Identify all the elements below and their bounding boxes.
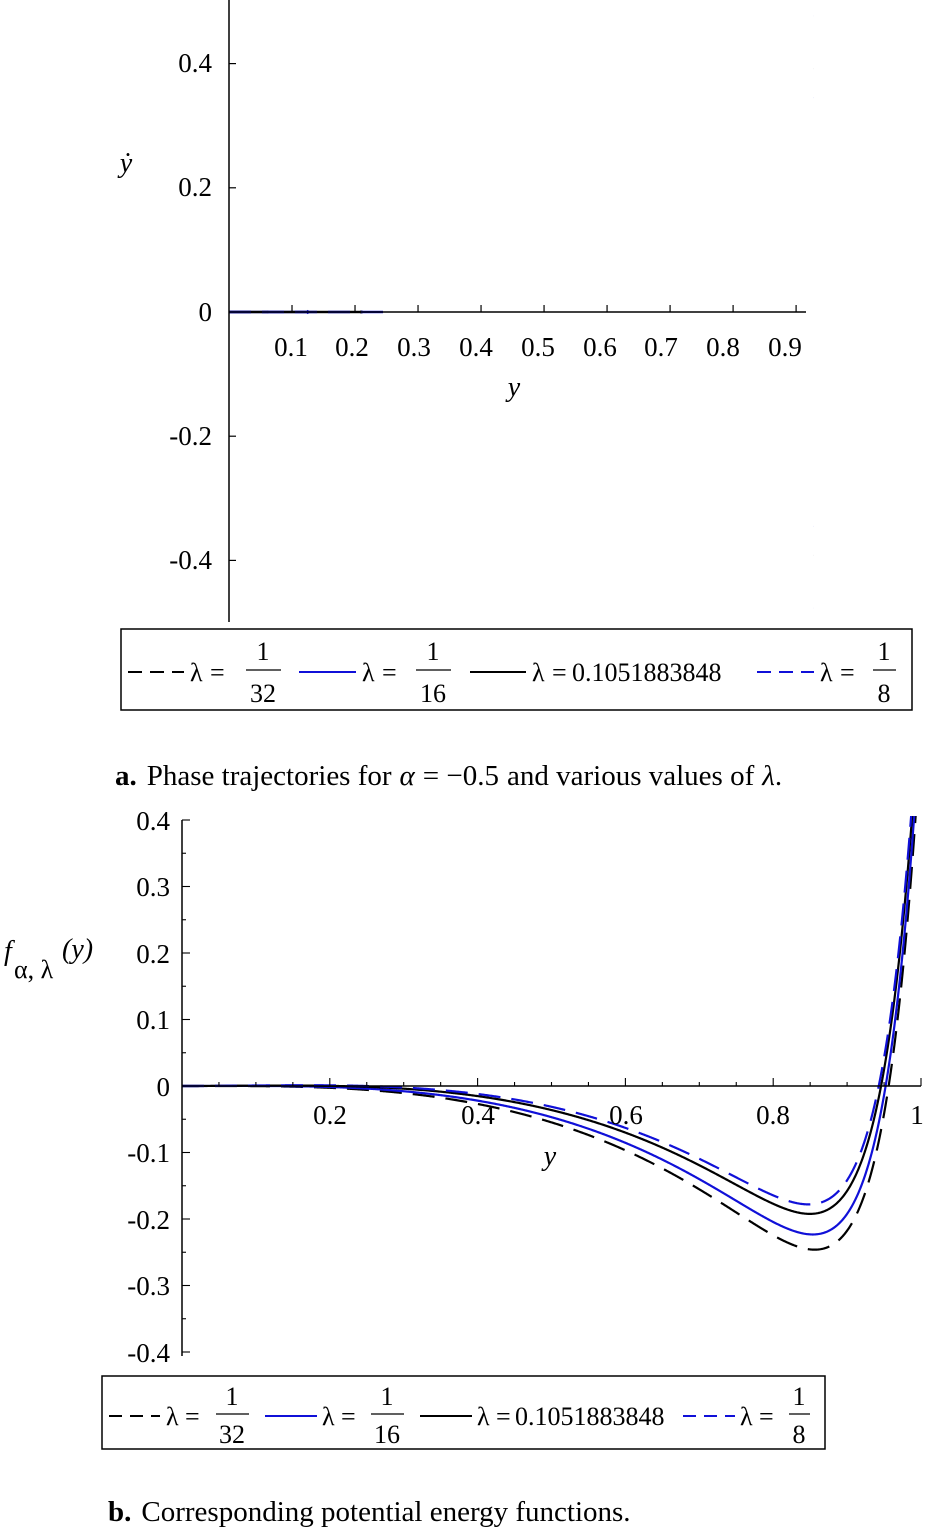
legend-lambda: λ [820,658,833,687]
potential-energy-chart: 0.4 0.3 0.2 0.1 0 -0.1 -0.2 -0.3 -0.4 0.… [4,806,924,1528]
legend-equals: = [496,1402,511,1431]
legend-denominator: 32 [219,1420,245,1449]
y-tick-label: 0.1 [136,1005,170,1035]
y-tick-label: -0.2 [127,1205,170,1235]
legend-numerator: 1 [257,637,270,666]
y-tick-label: 0 [157,1072,171,1102]
legend-numerator: 1 [381,1382,394,1411]
legend-box [101,1375,826,1450]
legend-numerator: 1 [427,637,440,666]
phase-series-1-upper [815,0,832,312]
axis-ticks [182,819,922,1353]
x-tick-label: 0.6 [609,1100,643,1130]
caption-a-eq: = −0.5 [423,760,499,792]
caption-b-text: Corresponding potential energy functions… [141,1496,630,1528]
legend-denominator: 16 [420,679,446,708]
x-tick-label: 0.9 [768,332,802,362]
y-axis-label: f α, λ (y) [4,934,93,984]
legend-value: 0.1051883848 [572,658,722,687]
x-tick-label: 0.7 [644,332,678,362]
potential-series-1 [182,816,917,1251]
x-tick-label: 0.2 [313,1100,347,1130]
caption-a-label: a. [115,760,137,792]
caption-b: b. Corresponding potential energy functio… [108,1496,631,1528]
legend-numerator: 1 [793,1382,806,1411]
phase-series-2-lower [813,607,814,609]
y-axis-label: ẏ [117,148,133,179]
y-tick-label: 0.3 [136,872,170,902]
y-tick-label: 0.2 [178,172,212,202]
y-tick-label: 0 [199,297,213,327]
potential-series-3 [182,816,914,1215]
y-tick-label: -0.3 [127,1271,170,1301]
phase-series-4-upper [813,96,814,99]
y-tick-label: -0.1 [127,1138,170,1168]
x-tick-label: 0.3 [397,332,431,362]
legend-equals: = [210,658,225,687]
x-tick-label: 0.6 [583,332,617,362]
caption-b-label: b. [108,1496,131,1528]
legend-lambda: λ [740,1402,753,1431]
x-tick-label: 0.8 [756,1100,790,1130]
legend-equals: = [759,1402,774,1431]
y-tick-label: -0.4 [169,545,212,575]
legend-equals: = [341,1402,356,1431]
x-tick-label: 0.4 [461,1100,495,1130]
legend-lambda: λ [166,1402,179,1431]
y-label-f: f [4,936,15,967]
legend-denominator: 8 [793,1420,806,1449]
phase-series-3-upper [813,68,814,70]
legend-numerator: 1 [226,1382,239,1411]
caption-a-text: Phase trajectories for [147,760,392,792]
legend-numerator: 1 [878,637,891,666]
axis-ticks [229,62,797,562]
caption-a-end: . [775,760,782,792]
phase-series-2-upper [813,15,814,17]
x-axis-label: y [541,1141,557,1172]
legend-lambda: λ [190,658,203,687]
x-tick-label: 0.5 [521,332,555,362]
phase-series-1-lower [815,312,832,642]
x-tick-label: 0.2 [335,332,369,362]
legend-denominator: 16 [374,1420,400,1449]
x-tick-label: 0.8 [706,332,740,362]
potential-series-4 [182,816,913,1206]
legend-lambda: λ [532,658,545,687]
x-tick-label: 0.4 [459,332,493,362]
phase-series-4-lower [813,525,814,528]
caption-a: a. Phase trajectories for α = −0.5 and vario… [115,760,782,792]
y-tick-label: 0.4 [178,48,212,78]
caption-a-alpha: α [400,760,416,792]
y-tick-label: 0.4 [136,806,170,836]
legend-lambda: λ [322,1402,335,1431]
legend-box [120,628,913,711]
phase-curves [229,0,832,642]
y-tick-label: -0.2 [169,421,212,451]
caption-a-text2: and various values of [507,760,755,792]
caption-a-lambda: λ [761,760,775,792]
y-tick-label: 0.2 [136,939,170,969]
legend-denominator: 32 [250,679,276,708]
x-tick-label: 0.1 [274,332,308,362]
legend-lambda: λ [362,658,375,687]
legend-lambda: λ [477,1402,490,1431]
x-axis-label: y [505,372,521,403]
y-tick-label: -0.4 [127,1338,170,1368]
legend: λ = 1 32 λ = 1 16 λ = 0.1051883848 λ = 1… [120,628,913,711]
y-label-subscript: α, λ [14,955,54,984]
legend-equals: = [840,658,855,687]
legend: λ = 1 32 λ = 1 16 λ = 0.1051883848 λ = 1… [101,1375,826,1450]
legend-equals: = [552,658,567,687]
legend-equals: = [382,658,397,687]
phase-series-3-lower [813,554,814,556]
phase-trajectory-chart: 0.4 0.2 0 -0.2 -0.4 0.1 0.2 0.3 0.4 0.5 … [115,0,913,792]
legend-denominator: 8 [878,679,891,708]
legend-value: 0.1051883848 [515,1402,665,1431]
y-label-arg: (y) [62,934,93,965]
x-tick-label: 1 [910,1100,924,1130]
legend-equals: = [185,1402,200,1431]
